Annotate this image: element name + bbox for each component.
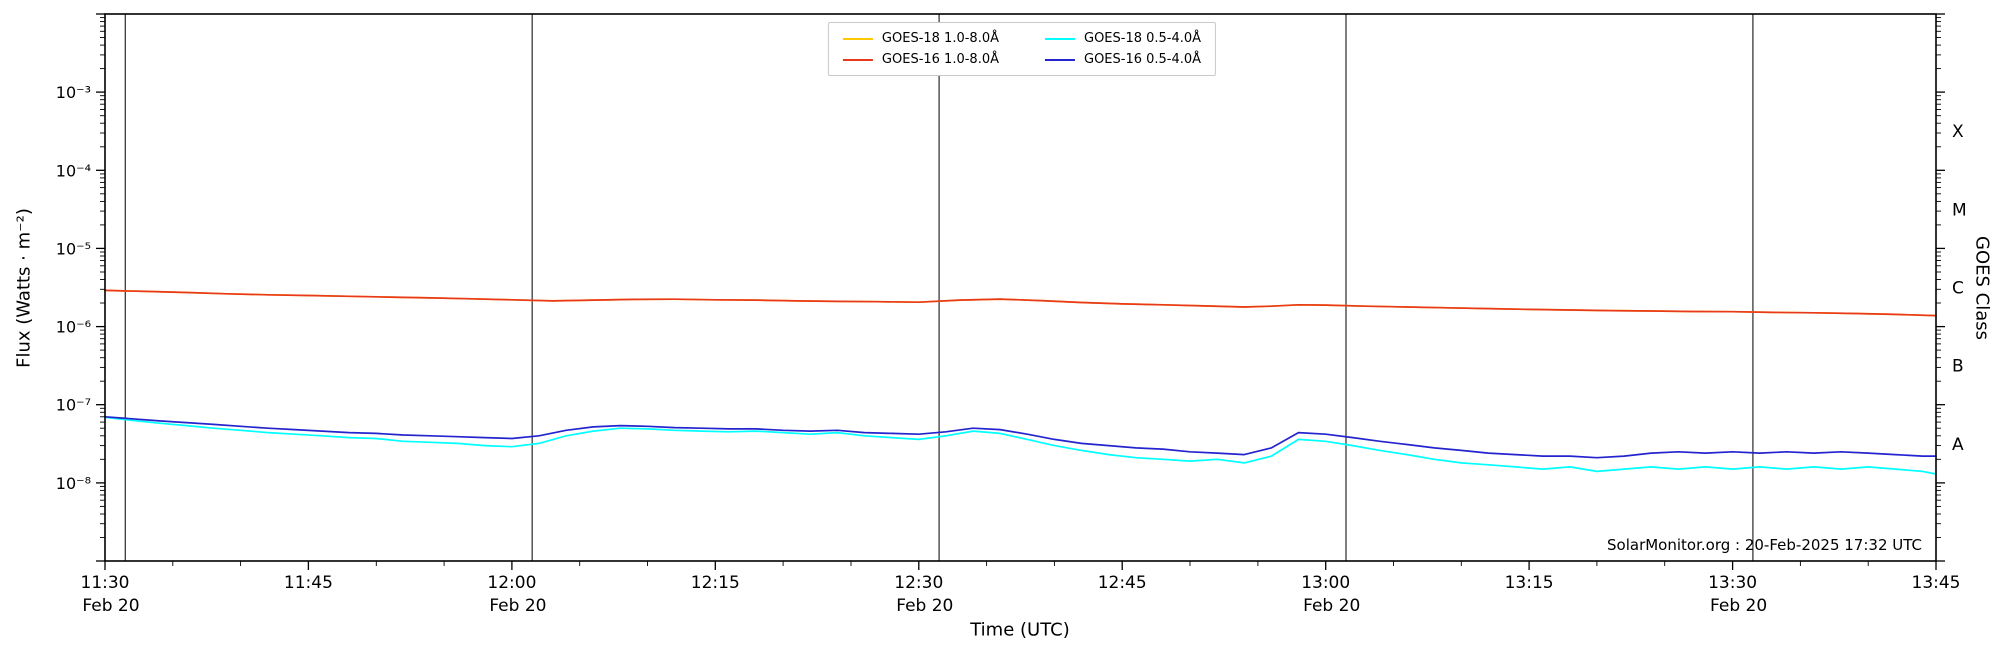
x-tick-label: 13:15 xyxy=(1505,573,1554,593)
y-axis-label-left: Flux (Watts · m⁻²) xyxy=(13,208,35,368)
y-tick-label: 10⁻⁷ xyxy=(56,396,91,415)
goes-class-label: A xyxy=(1952,435,1964,455)
x-tick-label: 13:45 xyxy=(1912,573,1961,593)
legend: GOES-18 1.0-8.0Å GOES-18 0.5-4.0Å GOES-1… xyxy=(827,22,1217,76)
legend-item-goes16-short: GOES-16 0.5-4.0Å xyxy=(1045,52,1201,67)
legend-label: GOES-16 1.0-8.0Å xyxy=(881,52,999,67)
legend-swatch-goes18-short xyxy=(1045,37,1075,40)
y-axis-label-right: GOES Class xyxy=(1971,236,1993,340)
x-tick-label: 11:30 xyxy=(81,573,130,593)
x-tick-label: 11:45 xyxy=(284,573,333,593)
x-tick-date-label: Feb 20 xyxy=(82,596,139,616)
legend-swatch-goes16-short xyxy=(1045,58,1075,61)
legend-label: GOES-16 0.5-4.0Å xyxy=(1084,52,1202,67)
x-tick-label: 12:30 xyxy=(894,573,943,593)
legend-item-goes18-short: GOES-18 0.5-4.0Å xyxy=(1045,31,1201,46)
goes-class-label: C xyxy=(1952,279,1964,299)
series-line-goes18-short xyxy=(104,416,1937,475)
watermark-text: SolarMonitor.org : 20-Feb-2025 17:32 UTC xyxy=(1607,536,1922,554)
x-tick-label: 13:00 xyxy=(1301,573,1350,593)
goes-class-label: M xyxy=(1952,200,1967,220)
x-axis-label: Time (UTC) xyxy=(970,619,1070,641)
x-tick-date-label: Feb 20 xyxy=(489,596,546,616)
y-tick-label: 10⁻³ xyxy=(56,83,91,102)
y-tick-label: 10⁻⁵ xyxy=(56,239,91,258)
x-tick-label: 12:45 xyxy=(1098,573,1147,593)
goes-class-label: X xyxy=(1952,122,1964,142)
y-tick-label: 10⁻⁸ xyxy=(56,474,91,493)
legend-item-goes16-long: GOES-16 1.0-8.0Å xyxy=(842,52,999,67)
x-tick-label: 13:30 xyxy=(1708,573,1757,593)
legend-swatch-goes16-long xyxy=(842,58,873,61)
y-tick-label: 10⁻⁶ xyxy=(56,318,91,337)
x-tick-date-label: Feb 20 xyxy=(896,596,953,616)
series-line-goes16-long xyxy=(104,289,1937,317)
legend-label: GOES-18 0.5-4.0Å xyxy=(1084,31,1202,46)
legend-item-goes18-long: GOES-18 1.0-8.0Å xyxy=(842,31,999,46)
goes-class-label: B xyxy=(1952,357,1964,377)
legend-label: GOES-18 1.0-8.0Å xyxy=(881,31,999,46)
x-tick-label: 12:15 xyxy=(691,573,740,593)
x-tick-label: 12:00 xyxy=(487,573,536,593)
x-tick-date-label: Feb 20 xyxy=(1710,596,1767,616)
legend-swatch-goes18-long xyxy=(842,37,873,40)
x-tick-date-label: Feb 20 xyxy=(1303,596,1360,616)
series-line-goes16-short xyxy=(104,415,1937,459)
plot-frame xyxy=(104,13,1937,562)
y-tick-label: 10⁻⁴ xyxy=(56,161,91,180)
